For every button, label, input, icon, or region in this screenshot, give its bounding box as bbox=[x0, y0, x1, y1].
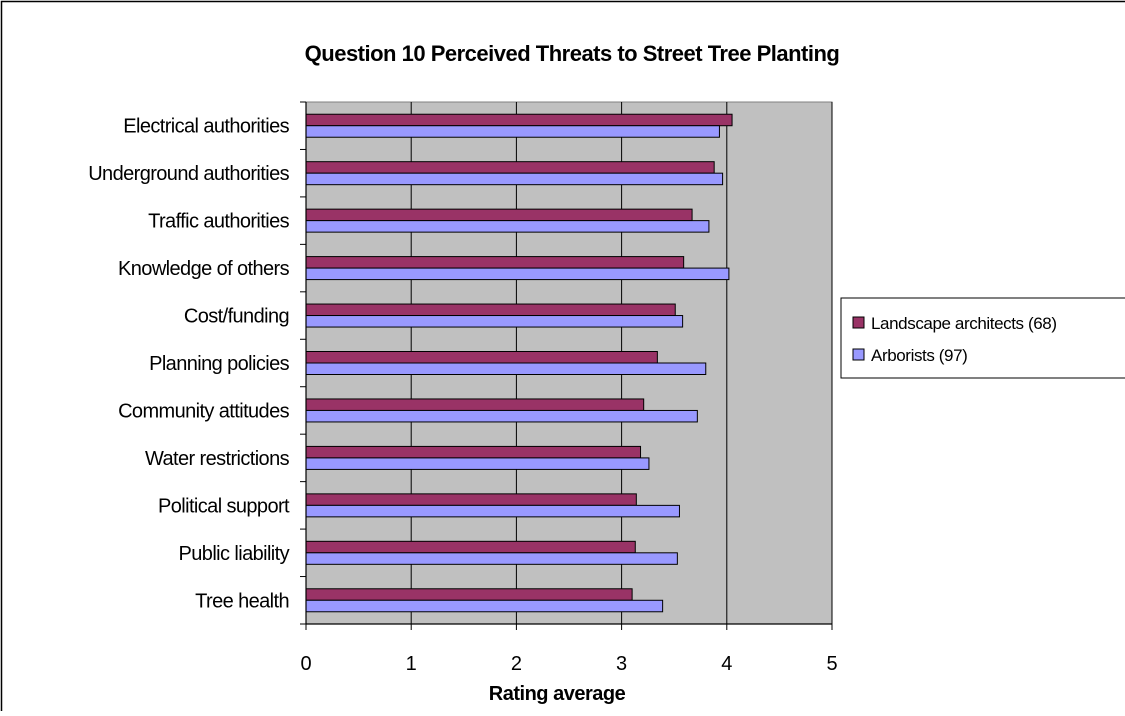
category-label: Traffic authorities bbox=[148, 211, 289, 233]
category-label: Cost/funding bbox=[184, 306, 289, 328]
x-tick-label: 2 bbox=[511, 653, 522, 675]
legend-swatch-arborists bbox=[853, 349, 864, 360]
bar bbox=[306, 505, 679, 517]
bar bbox=[306, 126, 719, 137]
category-label: Water restrictions bbox=[145, 448, 290, 470]
bar bbox=[306, 446, 641, 458]
bar bbox=[306, 114, 732, 126]
category-label: Planning policies bbox=[149, 353, 289, 375]
bar bbox=[306, 541, 635, 553]
legend-label-arborists: Arborists (97) bbox=[871, 346, 967, 365]
legend: Landscape architects (68) Arborists (97) bbox=[841, 298, 1125, 378]
bar bbox=[306, 221, 709, 233]
category-label: Underground authorities bbox=[88, 163, 289, 185]
x-tick-label: 4 bbox=[721, 653, 732, 675]
bar bbox=[306, 352, 657, 364]
category-label: Public liability bbox=[179, 543, 290, 565]
x-tick-label: 5 bbox=[826, 653, 837, 675]
category-label: Electrical authorities bbox=[123, 116, 289, 138]
bar bbox=[306, 162, 714, 174]
x-tick-label: 1 bbox=[406, 653, 417, 675]
bar bbox=[306, 600, 663, 612]
bar bbox=[306, 494, 636, 506]
category-label: Knowledge of others bbox=[118, 258, 290, 280]
bar bbox=[306, 316, 683, 328]
bar bbox=[306, 304, 675, 316]
bar bbox=[306, 257, 684, 269]
category-label: Community attitudes bbox=[118, 400, 289, 422]
bar bbox=[306, 173, 723, 185]
bar bbox=[306, 209, 692, 221]
x-tick-label: 3 bbox=[616, 653, 627, 675]
x-tick-label: 0 bbox=[300, 653, 311, 675]
bar bbox=[306, 553, 677, 565]
bar bbox=[306, 363, 706, 375]
legend-swatch-landscape bbox=[853, 317, 864, 328]
category-label: Political support bbox=[158, 495, 290, 517]
bar bbox=[306, 399, 644, 411]
bar bbox=[306, 410, 697, 422]
category-label: Tree health bbox=[195, 590, 289, 612]
chart-title: Question 10 Perceived Threats to Street … bbox=[305, 41, 840, 66]
bar bbox=[306, 458, 649, 470]
legend-label-landscape: Landscape architects (68) bbox=[871, 314, 1057, 333]
bar bbox=[306, 589, 632, 601]
x-axis-title: Rating average bbox=[489, 683, 626, 705]
bar bbox=[306, 268, 729, 280]
legend-box bbox=[841, 298, 1125, 378]
